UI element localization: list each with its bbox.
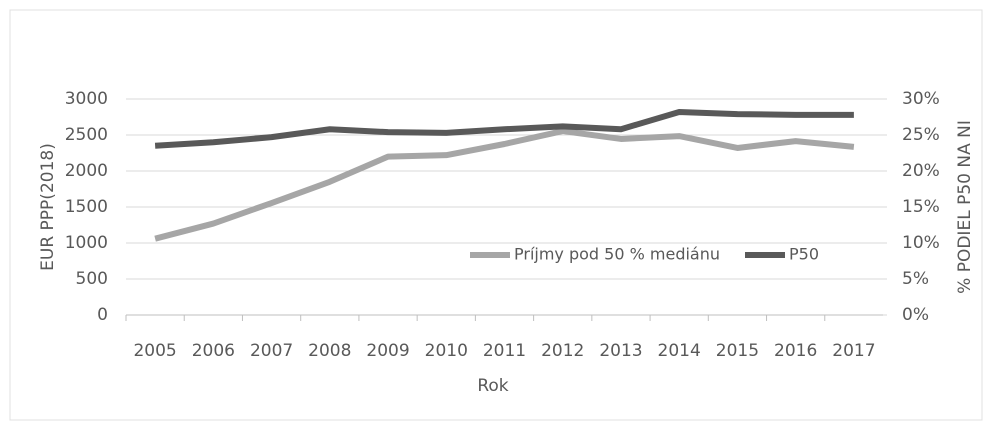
x-tick-label: 2007 [250, 341, 293, 361]
y-tick-label: 2000 [65, 161, 108, 181]
y-tick-label: 1000 [65, 233, 108, 253]
series-line [154, 108, 854, 149]
y2-axis-label: % PODIEL P50 NA NI [955, 120, 975, 294]
x-axis-label: Rok [477, 376, 508, 396]
x-tick-label: 2005 [133, 341, 176, 361]
x-tick-label: 2006 [192, 341, 235, 361]
y-tick-label: 1500 [65, 197, 108, 217]
y2-tick-label: 5% [902, 269, 929, 289]
legend-label: Príjmy pod 50 % mediánu [514, 245, 720, 264]
x-tick-label: 2014 [658, 341, 701, 361]
y2-tick-label: 0% [902, 305, 929, 325]
y2-tick-label: 10% [902, 233, 940, 253]
x-tick-label: 2010 [425, 341, 468, 361]
y2-tick-label: 15% [902, 197, 940, 217]
y-axis-label: EUR PPP(2018) [38, 143, 58, 271]
x-tick-label: 2009 [366, 341, 409, 361]
x-tick-label: 2016 [774, 341, 817, 361]
y-tick-label: 0 [97, 305, 108, 325]
y-tick-label: 2500 [65, 125, 108, 145]
chart-border [9, 9, 983, 421]
x-tick-label: 2017 [832, 341, 875, 361]
legend-label: P50 [789, 245, 819, 264]
y-tick-label: 500 [76, 269, 108, 289]
y-tick-label: 3000 [65, 89, 108, 109]
x-tick-label: 2008 [308, 341, 351, 361]
y2-tick-label: 30% [902, 89, 940, 109]
y2-tick-label: 20% [902, 161, 940, 181]
series-line [154, 128, 855, 242]
x-tick-label: 2013 [599, 341, 642, 361]
y2-tick-label: 25% [902, 125, 940, 145]
x-tick-label: 2015 [716, 341, 759, 361]
x-tick-label: 2012 [541, 341, 584, 361]
x-tick-label: 2011 [483, 341, 526, 361]
